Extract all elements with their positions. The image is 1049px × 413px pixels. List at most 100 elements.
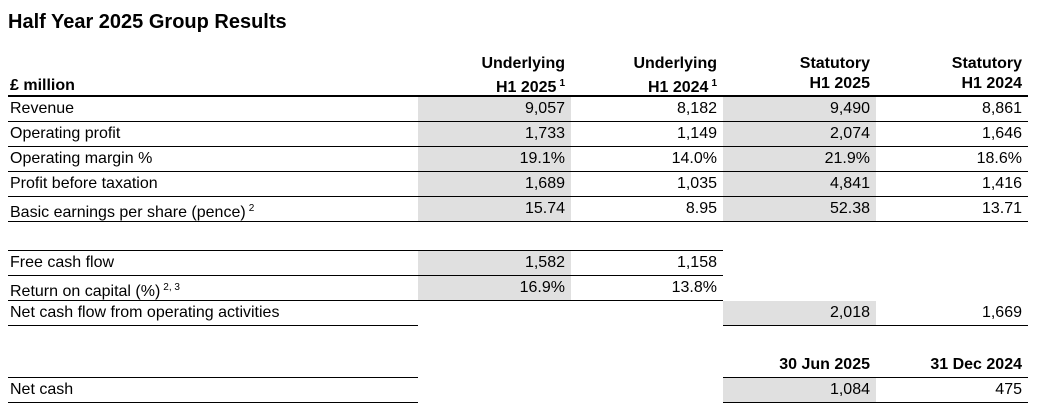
rule xyxy=(418,250,571,251)
cell-shade xyxy=(723,97,876,121)
row-label: Free cash flow xyxy=(10,254,115,271)
rule xyxy=(723,121,876,122)
rule xyxy=(876,325,1028,326)
cell-value: 21.9% xyxy=(824,150,870,167)
cell-value: 9,490 xyxy=(829,100,870,117)
rule xyxy=(876,196,1028,197)
row-label: Net cash xyxy=(10,381,74,398)
rule xyxy=(418,275,571,276)
rule xyxy=(723,146,876,147)
cell-value: 1,646 xyxy=(981,125,1022,142)
cell-value: 1,035 xyxy=(676,175,717,192)
rule xyxy=(571,275,723,276)
column-heading: Statutory xyxy=(951,55,1022,72)
cell-value: 1,149 xyxy=(676,125,717,142)
cell-value: 16.9% xyxy=(519,279,565,296)
column-heading: H1 2025 1 xyxy=(495,78,565,96)
cell-value: 15.74 xyxy=(524,200,565,217)
cell-value: 13.71 xyxy=(981,200,1022,217)
cell-value: 8,182 xyxy=(676,100,717,117)
rule xyxy=(8,300,418,301)
cell-value: 2,074 xyxy=(829,125,870,142)
rule xyxy=(571,250,723,251)
footnote-ref: 2, 3 xyxy=(163,282,180,293)
cell-value: 475 xyxy=(995,381,1022,398)
row-label: Profit before taxation xyxy=(10,175,158,192)
cell-shade xyxy=(723,378,876,402)
cell-value: 4,841 xyxy=(829,175,870,192)
cell-value: 13.8% xyxy=(671,279,717,296)
rule xyxy=(876,221,1028,222)
rule xyxy=(723,402,876,403)
cell-shade xyxy=(418,122,571,146)
rule xyxy=(723,221,876,222)
rule xyxy=(418,300,571,301)
row-label: Revenue xyxy=(10,100,75,117)
footnote-ref: 1 xyxy=(711,78,717,89)
cell-value: 19.1% xyxy=(519,150,565,167)
rule xyxy=(8,325,418,326)
cell-value: 1,416 xyxy=(981,175,1022,192)
rule xyxy=(571,121,723,122)
column-heading: Underlying xyxy=(633,55,717,72)
cell-shade xyxy=(418,251,571,275)
row-label: Basic earnings per share (pence) 2 xyxy=(10,203,255,221)
cell-shade xyxy=(723,301,876,325)
cell-shade xyxy=(418,197,571,221)
cell-value: 9,057 xyxy=(524,100,565,117)
cell-value: 8.95 xyxy=(685,200,717,217)
rule xyxy=(418,146,571,147)
title: Half Year 2025 Group Results xyxy=(8,11,287,33)
rule xyxy=(8,146,418,147)
cell-shade xyxy=(723,122,876,146)
rule xyxy=(876,377,1028,378)
column-heading: H1 2024 1 xyxy=(647,78,717,96)
column-heading: 31 Dec 2024 xyxy=(930,356,1022,373)
cell-value: 1,733 xyxy=(524,125,565,142)
cell-shade xyxy=(418,147,571,171)
rule xyxy=(876,121,1028,122)
rule xyxy=(571,221,723,222)
rule xyxy=(8,221,418,222)
footnote-ref: 2 xyxy=(248,203,255,214)
row-label: Return on capital (%) 2, 3 xyxy=(10,282,180,300)
column-heading: H1 2024 xyxy=(961,75,1023,92)
column-heading: H1 2025 xyxy=(809,75,871,92)
footnote-ref: 1 xyxy=(559,78,565,89)
cell-shade xyxy=(723,147,876,171)
cell-shade xyxy=(723,172,876,196)
rule xyxy=(8,95,1028,97)
rule xyxy=(8,377,418,378)
cell-value: 1,669 xyxy=(981,304,1022,321)
column-heading: 30 Jun 2025 xyxy=(779,356,870,373)
rule xyxy=(876,402,1028,403)
unit-label: £ million xyxy=(10,77,75,94)
rule xyxy=(723,377,876,378)
rule xyxy=(418,171,571,172)
row-label: Operating profit xyxy=(10,125,121,142)
rule xyxy=(571,300,723,301)
cell-value: 1,158 xyxy=(676,254,717,271)
rule xyxy=(571,171,723,172)
rule xyxy=(418,121,571,122)
cell-value: 8,861 xyxy=(981,100,1022,117)
rule xyxy=(723,325,876,326)
column-heading: Underlying xyxy=(481,55,565,72)
cell-value: 1,084 xyxy=(829,381,870,398)
cell-value: 18.6% xyxy=(976,150,1022,167)
rule xyxy=(8,250,418,251)
rule xyxy=(418,196,571,197)
cell-value: 1,582 xyxy=(524,254,565,271)
rule xyxy=(876,146,1028,147)
rule xyxy=(571,196,723,197)
cell-value: 1,689 xyxy=(524,175,565,192)
rule xyxy=(8,171,418,172)
rule xyxy=(418,221,571,222)
row-label: Net cash flow from operating activities xyxy=(10,304,280,321)
rule xyxy=(8,275,418,276)
cell-shade xyxy=(418,97,571,121)
rule xyxy=(8,196,418,197)
cell-shade xyxy=(723,197,876,221)
rule xyxy=(876,171,1028,172)
